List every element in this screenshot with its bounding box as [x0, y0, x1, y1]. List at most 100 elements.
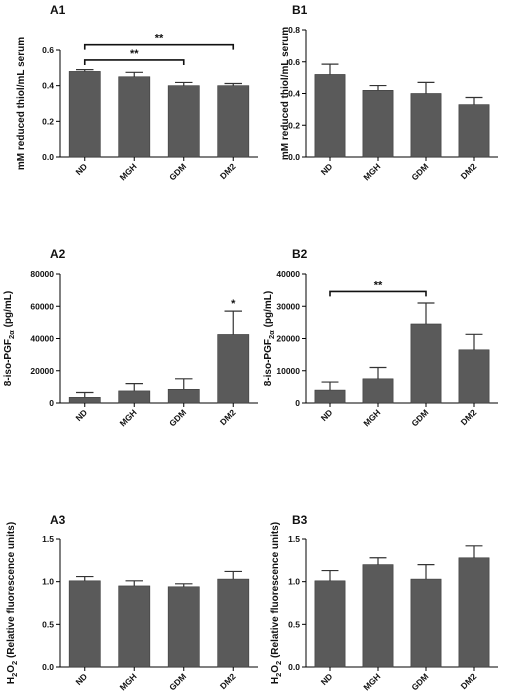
y-axis-label-part: H	[6, 677, 17, 684]
panel-label: B1	[292, 3, 308, 17]
bar	[410, 323, 442, 404]
bar	[314, 580, 346, 668]
bar	[217, 578, 250, 668]
x-tick-label: DM2	[459, 671, 479, 691]
x-tick-label: ND	[73, 671, 89, 687]
x-tick-label: GDM	[409, 407, 430, 428]
bar	[68, 397, 101, 404]
y-tick-label: 0.6	[288, 57, 300, 67]
y-tick-label: 10000	[276, 366, 300, 376]
y-tick-label: 1.5	[42, 534, 54, 544]
y-axis-label-part: O	[6, 665, 17, 673]
x-tick-label: GDM	[167, 161, 188, 182]
y-axis-label: mM reduced thiol/mL serum	[16, 37, 27, 170]
y-axis-label: 8-iso-PGF2α (pg/mL)	[263, 291, 276, 386]
y-axis-label-part: (pg/mL)	[3, 291, 14, 330]
y-tick-label: 1.5	[288, 534, 300, 544]
y-tick-label: 1.0	[42, 577, 54, 587]
panel-label: A1	[50, 3, 66, 17]
y-tick-label: 0.0	[288, 662, 300, 672]
panel-label: B3	[292, 513, 308, 527]
x-tick-label: DM2	[218, 161, 238, 181]
y-tick-label: 0.0	[42, 662, 54, 672]
bar	[68, 71, 101, 158]
bar	[458, 104, 490, 158]
y-tick-label: 40000	[30, 334, 54, 344]
significance-label: **	[155, 33, 164, 45]
y-axis-label-part: O	[270, 665, 281, 673]
bar	[362, 378, 394, 404]
y-tick-label: 60000	[30, 301, 54, 311]
panel-b2: B2 0 10000 20000 30000 40000 8-iso-PGF2α (pg/m…	[263, 247, 498, 428]
bar	[217, 85, 250, 158]
x-tick-label: MGH	[361, 161, 382, 182]
y-tick-label: 0.2	[288, 120, 300, 130]
bar	[118, 390, 151, 404]
y-tick-label: 0.0	[42, 152, 54, 162]
y-tick-label: 0	[295, 398, 300, 408]
x-tick-label: GDM	[167, 407, 188, 428]
y-tick-label: 0.4	[42, 81, 54, 91]
y-axis-label-part: (Relative fluorescence units)	[270, 522, 281, 661]
panel-label: A3	[50, 513, 66, 527]
y-tick-label: 20000	[30, 366, 54, 376]
x-tick-label: GDM	[409, 671, 430, 692]
panel-label: B2	[292, 247, 308, 261]
bar	[362, 564, 394, 668]
panel-label: A2	[50, 247, 66, 261]
y-axis-label-subscript: 2	[10, 661, 19, 665]
x-tick-label: ND	[73, 407, 89, 423]
y-tick-label: 0.5	[42, 619, 54, 629]
x-tick-label: MGH	[118, 161, 139, 182]
y-tick-label: 30000	[276, 301, 300, 311]
y-tick-label: 0.6	[42, 45, 54, 55]
y-axis-label-subscript: 2	[10, 673, 19, 677]
y-axis-label: 8-iso-PGF2α (pg/mL)	[3, 291, 16, 386]
y-tick-label: 80000	[30, 269, 54, 279]
y-tick-label: 0	[49, 398, 54, 408]
x-tick-label: DM2	[459, 161, 479, 181]
y-axis-label-part: 8-iso-PGF	[3, 339, 14, 386]
significance-bracket	[329, 290, 427, 297]
x-tick-label: ND	[319, 671, 335, 687]
x-tick-label: GDM	[167, 671, 188, 692]
significance-star: *	[231, 298, 236, 310]
x-tick-label: ND	[319, 161, 335, 177]
y-tick-label: 1.0	[288, 577, 300, 587]
y-axis-label-subscript: 2	[274, 673, 283, 677]
x-tick-label: DM2	[459, 407, 479, 427]
panel-a1: A1 0.0 0.2 0.4 0.6 mM reduced thiol/mL serum N…	[16, 3, 258, 182]
x-tick-label: DM2	[218, 671, 238, 691]
bar	[217, 334, 250, 404]
x-tick-label: MGH	[118, 407, 139, 428]
x-tick-label: ND	[319, 407, 335, 423]
y-tick-label: 0.2	[42, 116, 54, 126]
bar	[167, 586, 200, 668]
y-axis-label-subscript: 2α	[7, 330, 16, 339]
bar	[410, 93, 442, 158]
bar	[167, 388, 200, 404]
bar	[362, 90, 394, 158]
x-tick-label: MGH	[361, 407, 382, 428]
bar	[458, 349, 490, 404]
significance-label: **	[374, 279, 383, 291]
panel-b1: B1 0.0 0.2 0.4 0.6 0.8mM reduced thiol/mL ser…	[280, 3, 498, 182]
y-tick-label: 0.4	[288, 89, 300, 99]
x-tick-label: GDM	[409, 161, 430, 182]
y-axis-label: mM reduced thiol/mL serum	[280, 27, 291, 160]
y-axis-label-part: H	[270, 677, 281, 684]
y-tick-label: 0.0	[288, 152, 300, 162]
significance-label: **	[130, 48, 139, 60]
bar	[68, 580, 101, 668]
bar	[314, 74, 346, 158]
bar	[410, 578, 442, 668]
y-tick-label: 0.5	[288, 619, 300, 629]
y-axis-label-subscript: 2α	[267, 330, 276, 339]
y-tick-label: 40000	[276, 269, 300, 279]
significance-bracket	[83, 43, 235, 50]
y-axis-label-part: 8-iso-PGF	[263, 339, 274, 386]
bar	[118, 76, 151, 158]
